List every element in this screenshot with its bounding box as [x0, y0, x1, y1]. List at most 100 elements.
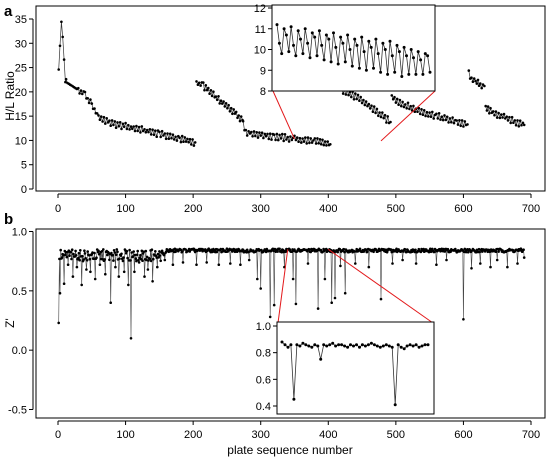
data-point	[196, 83, 200, 86]
inset-series-a	[275, 23, 432, 78]
data-point	[68, 254, 71, 257]
data-point	[184, 140, 188, 143]
data-point	[355, 247, 359, 251]
data-point	[463, 247, 467, 251]
data-point	[91, 251, 94, 254]
data-point	[488, 250, 492, 254]
data-point	[116, 121, 119, 124]
data-point	[424, 114, 427, 118]
data-point	[133, 270, 136, 274]
data-point	[124, 121, 127, 125]
series-b	[57, 247, 526, 340]
data-point	[112, 123, 115, 127]
data-point	[58, 44, 62, 48]
data-point	[354, 262, 357, 265]
data-point	[74, 254, 78, 257]
data-point	[232, 108, 235, 111]
data-point	[278, 133, 281, 137]
data-point	[374, 111, 377, 115]
inset-point	[364, 68, 368, 72]
x-tick-label: 0	[55, 429, 61, 441]
inset-point	[381, 344, 385, 348]
inset-point	[378, 345, 382, 349]
data-point	[300, 141, 303, 144]
data-point	[79, 89, 83, 92]
data-point	[517, 125, 521, 128]
data-point	[414, 262, 418, 265]
inset-point	[292, 43, 295, 47]
data-point	[301, 137, 304, 140]
data-point	[100, 250, 104, 253]
data-point	[98, 118, 102, 121]
x-tick-label: 300	[252, 203, 270, 215]
data-point	[270, 138, 273, 141]
inset-point	[282, 27, 286, 31]
data-point	[97, 252, 101, 256]
data-point	[338, 247, 342, 251]
data-point	[306, 262, 310, 265]
x-tick-label: 100	[116, 203, 134, 215]
data-point	[404, 248, 407, 251]
data-point	[298, 136, 302, 140]
inset-point	[327, 37, 331, 41]
data-point	[276, 250, 279, 253]
data-point	[70, 257, 73, 261]
data-point	[306, 136, 310, 139]
data-point	[88, 257, 92, 261]
data-point	[237, 114, 240, 117]
data-point	[136, 129, 139, 133]
data-point	[83, 249, 86, 252]
inset-y-tick-label: 11	[255, 24, 266, 36]
data-point	[86, 250, 89, 253]
data-point	[69, 250, 73, 254]
data-point	[139, 253, 142, 257]
data-point	[363, 103, 367, 107]
data-point	[278, 247, 281, 251]
data-point	[120, 127, 123, 131]
data-point	[302, 140, 306, 143]
data-point	[372, 105, 376, 108]
data-point	[375, 107, 379, 111]
inset-point	[322, 58, 326, 62]
data-point	[359, 95, 363, 99]
data-point	[164, 137, 168, 141]
data-point	[497, 250, 500, 253]
data-point	[317, 142, 321, 145]
data-point	[417, 106, 421, 110]
data-point	[470, 267, 473, 270]
data-point	[409, 104, 413, 108]
data-point	[159, 135, 162, 139]
data-point	[486, 105, 490, 108]
data-point	[481, 250, 484, 253]
data-point	[386, 115, 390, 118]
inset-point	[277, 41, 281, 45]
data-point	[204, 248, 207, 251]
data-point	[400, 104, 403, 108]
inset-point	[334, 344, 338, 348]
inset-point	[393, 403, 397, 407]
data-point	[108, 258, 111, 262]
data-point	[494, 110, 498, 113]
data-point	[114, 265, 117, 269]
data-point	[495, 116, 499, 119]
data-point	[463, 120, 467, 123]
data-point	[59, 248, 62, 252]
data-point	[195, 263, 198, 267]
data-point	[259, 134, 263, 137]
data-point	[109, 124, 112, 127]
inset-point	[349, 343, 352, 347]
data-point	[57, 68, 60, 71]
data-point	[72, 252, 75, 256]
data-point	[275, 132, 279, 136]
inset-point	[355, 43, 359, 47]
data-point	[389, 120, 392, 124]
data-point	[158, 254, 162, 257]
data-point	[222, 100, 225, 103]
data-point	[502, 112, 506, 116]
x-tick-label: 700	[522, 203, 540, 215]
data-point	[214, 95, 218, 98]
x-tick-label: 100	[116, 429, 134, 441]
data-point	[420, 108, 423, 111]
data-point	[259, 287, 263, 290]
